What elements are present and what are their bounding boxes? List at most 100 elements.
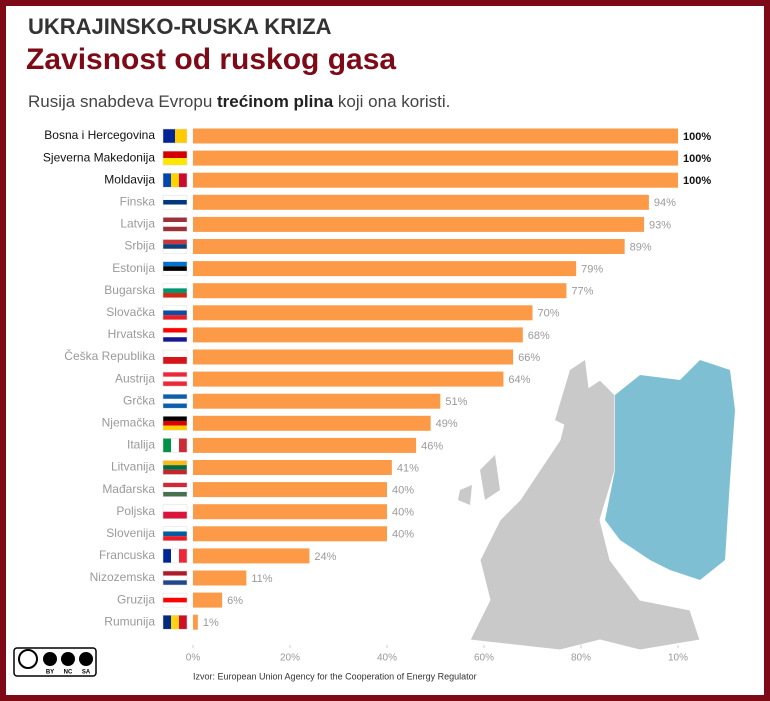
- value-label: 40%: [392, 529, 414, 541]
- flag-stripe: [163, 283, 187, 289]
- flag-stripe: [163, 580, 187, 585]
- x-tick-label: 80%: [571, 653, 591, 664]
- flag-stripe: [171, 173, 179, 188]
- flag-stripe: [163, 244, 187, 249]
- value-label: 64%: [508, 374, 530, 386]
- flag-stripe: [163, 482, 187, 488]
- flag-stripe: [163, 293, 187, 298]
- flag-stripe: [163, 531, 187, 537]
- map: [458, 360, 735, 651]
- category-label: Bosna i Hercegovina: [44, 128, 155, 142]
- x-tick-label: 60%: [474, 653, 494, 664]
- bar: [193, 128, 678, 144]
- category-label: Slovačka: [106, 305, 155, 319]
- bar: [193, 216, 645, 232]
- flag-stripe: [179, 548, 187, 563]
- value-label: 100%: [683, 153, 711, 165]
- flag-stripe: [163, 332, 187, 338]
- category-label: Austrija: [115, 371, 155, 385]
- bar: [193, 194, 649, 210]
- category-label: Bugarska: [104, 283, 155, 297]
- bar: [193, 460, 392, 475]
- flag-stripe: [163, 536, 187, 541]
- bar: [193, 239, 625, 254]
- flag-border: [162, 261, 188, 276]
- flag-stripe: [163, 350, 187, 357]
- flag-border: [162, 548, 188, 564]
- flag-stripe: [163, 460, 187, 466]
- category-label: Francuska: [99, 548, 155, 562]
- bar: [193, 283, 567, 299]
- value-label: 70%: [538, 308, 560, 320]
- flag-stripe: [163, 357, 187, 364]
- bar: [193, 393, 441, 409]
- flag-stripe: [163, 204, 187, 210]
- category-label: Hrvatska: [108, 327, 156, 341]
- bar: [193, 570, 247, 586]
- category-label: Slovenija: [106, 526, 155, 540]
- flag-stripe: [163, 465, 187, 470]
- cc-icon: [18, 649, 38, 669]
- flag-stripe: [163, 526, 187, 532]
- flag-stripe: [171, 548, 179, 563]
- flag-border: [162, 195, 188, 210]
- license-label: NC: [64, 670, 73, 676]
- flag-stripe: [163, 173, 171, 188]
- chart-title: Zavisnost od ruskog gasa: [26, 43, 396, 76]
- flag-stripe: [163, 438, 171, 453]
- bar: [193, 261, 577, 277]
- category-label: Češka Republika: [64, 348, 155, 363]
- category-label: Nizozemska: [90, 570, 156, 584]
- value-label: 51%: [445, 396, 467, 408]
- value-label: 68%: [528, 330, 550, 342]
- source: Izvor: European Union Agency for the Coo…: [193, 671, 477, 681]
- license-label: BY: [46, 670, 54, 676]
- bar: [193, 327, 523, 343]
- flag-border: [162, 283, 188, 298]
- flag-stripe: [163, 376, 187, 382]
- flag-stripe: [163, 129, 175, 143]
- category-label: Moldavija: [104, 172, 155, 186]
- category-label: Latvija: [120, 217, 155, 231]
- flag-stripe: [163, 416, 187, 421]
- bar: [193, 349, 514, 365]
- flag-stripe: [163, 602, 187, 608]
- category-label: Estonija: [112, 261, 155, 275]
- subtitle-part: Rusija snabdeva Evropu: [28, 92, 217, 111]
- map-isles: [458, 455, 500, 505]
- flag-border: [162, 217, 188, 232]
- flag-stripe: [163, 469, 187, 475]
- flag-stripe: [163, 248, 187, 254]
- flag-stripe: [163, 266, 187, 271]
- bar: [193, 150, 678, 166]
- flag-stripe: [179, 173, 187, 188]
- flag-border: [162, 128, 188, 144]
- flag-stripe: [163, 310, 187, 316]
- category-label: Njemačka: [102, 415, 156, 429]
- value-label: 40%: [392, 485, 414, 497]
- flag-stripe: [163, 261, 187, 267]
- value-label: 93%: [649, 219, 671, 231]
- map-russia: [605, 360, 735, 580]
- bar: [193, 592, 223, 608]
- flag-stripe: [163, 195, 187, 200]
- map-scandinavia: [555, 360, 590, 430]
- category-label: Rumunija: [104, 614, 155, 628]
- flag-border: [162, 305, 188, 321]
- sa-icon: [79, 652, 93, 666]
- category-label: Litvanija: [111, 460, 155, 474]
- header: UKRAJINSKO-RUSKA KRIZA: [28, 14, 332, 39]
- category-label: Sjeverna Makedonija: [43, 150, 155, 164]
- bar: [193, 437, 417, 453]
- flag-stripe: [179, 615, 187, 630]
- flag-border: [162, 482, 188, 497]
- value-label: 46%: [421, 440, 443, 452]
- flag-border: [162, 526, 188, 542]
- flag-stripe: [163, 398, 187, 404]
- flag-stripe: [163, 511, 187, 519]
- flag-stripe: [163, 226, 187, 232]
- value-label: 89%: [630, 241, 652, 253]
- flag-stripe: [163, 491, 187, 497]
- flag-stripe: [163, 151, 187, 159]
